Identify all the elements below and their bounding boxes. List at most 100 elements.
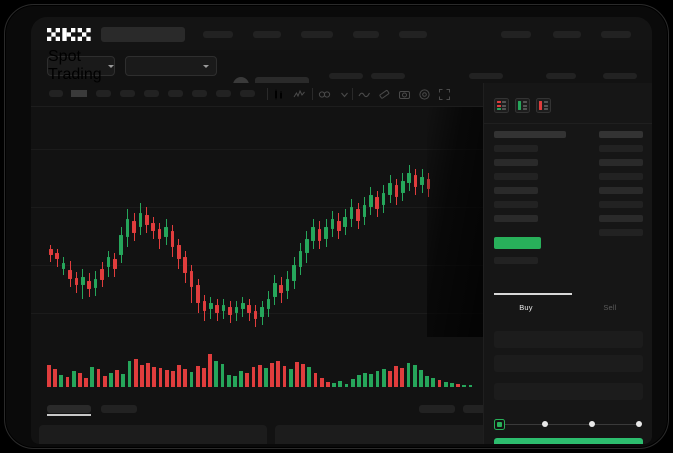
timeframe-5m[interactable] xyxy=(71,90,87,97)
pair-select-dropdown[interactable] xyxy=(125,56,217,76)
buy-sell-tabs: Buy Sell xyxy=(484,293,652,323)
volume-bar xyxy=(146,363,150,387)
stepper-node-2[interactable] xyxy=(589,421,595,427)
timeframe-1w[interactable] xyxy=(216,90,231,97)
volume-bar xyxy=(282,366,287,387)
timeframe-1M[interactable] xyxy=(240,90,255,97)
tab-buy[interactable]: Buy xyxy=(519,303,533,312)
orderbook-bid-row[interactable] xyxy=(599,159,643,166)
candle-body xyxy=(113,259,117,269)
orders-tab-bar xyxy=(31,395,497,423)
candle-body xyxy=(151,223,155,231)
nav-item-account[interactable] xyxy=(553,31,581,38)
timeframe-15m[interactable] xyxy=(96,90,111,97)
volume-bar xyxy=(257,365,262,387)
camera-snapshot-icon[interactable] xyxy=(398,88,411,101)
indicators-icon[interactable] xyxy=(293,88,306,101)
settings-gear-icon[interactable] xyxy=(418,88,431,101)
orderbook-rows[interactable] xyxy=(484,125,652,310)
candle-body xyxy=(420,177,424,185)
volume-bar xyxy=(71,371,76,387)
amount-stepper[interactable] xyxy=(494,418,643,430)
volume-bar xyxy=(239,371,243,387)
bottom-action-2[interactable] xyxy=(463,405,497,413)
orderbook-ask-row[interactable] xyxy=(494,201,538,208)
chart-gridline xyxy=(31,207,483,208)
timeframe-1h[interactable] xyxy=(144,90,159,97)
volume-bar xyxy=(245,373,250,387)
chart-gridline xyxy=(31,149,483,150)
bottom-card-assets xyxy=(39,425,267,444)
candle-body xyxy=(93,279,98,288)
order-total-field[interactable] xyxy=(494,383,643,400)
volume-bar xyxy=(251,367,256,387)
place-buy-order-button[interactable] xyxy=(494,438,643,444)
candle-body xyxy=(177,245,181,259)
tab-open-orders[interactable] xyxy=(47,405,91,413)
volume-bar xyxy=(164,370,169,387)
timeframe-1m[interactable] xyxy=(49,90,63,97)
orderbook-ask-row[interactable] xyxy=(494,187,538,194)
nav-item-assets[interactable] xyxy=(501,31,531,38)
stepper-node-0[interactable] xyxy=(494,419,505,430)
volume-histogram[interactable] xyxy=(31,337,483,395)
orderbook-mode-asks-icon[interactable] xyxy=(536,98,551,113)
tab-sell[interactable]: Sell xyxy=(603,303,617,312)
measure-ruler-icon[interactable] xyxy=(378,88,391,101)
orderbook-bid-row[interactable] xyxy=(599,145,643,152)
orderbook-ask-row[interactable] xyxy=(494,215,538,222)
fullscreen-expand-icon[interactable] xyxy=(438,88,451,101)
candle-body xyxy=(279,285,283,293)
spot-trading-dropdown[interactable]: Spot Trading xyxy=(47,48,115,83)
orderbook-ask-row[interactable] xyxy=(494,145,538,152)
timeframe-30m[interactable] xyxy=(120,90,135,97)
orderbook-mode-bids-icon[interactable] xyxy=(515,98,530,113)
drawing-tools-icon[interactable] xyxy=(318,88,331,101)
candle-body xyxy=(330,219,335,229)
timeframe-1d[interactable] xyxy=(192,90,207,97)
volume-bar xyxy=(127,361,132,387)
volume-bar xyxy=(183,369,188,387)
chevron-down-icon[interactable] xyxy=(338,88,351,101)
okx-logo[interactable] xyxy=(47,28,91,41)
nav-item-markets[interactable] xyxy=(253,31,281,38)
candlestick-chart-icon[interactable] xyxy=(273,88,286,101)
orderbook-bid-row[interactable] xyxy=(599,201,643,208)
order-amount-field[interactable] xyxy=(494,355,643,372)
orderbook-bid-row[interactable] xyxy=(599,187,643,194)
orderbook-ask-row[interactable] xyxy=(494,173,538,180)
orderbook-ask-row[interactable] xyxy=(494,131,566,138)
candle-body xyxy=(202,301,207,311)
candlestick-chart[interactable] xyxy=(31,107,483,337)
orderbook-bid-row[interactable] xyxy=(599,173,643,180)
timeframe-4h[interactable] xyxy=(168,90,183,97)
nav-item-wallet[interactable] xyxy=(353,31,379,38)
stat-24h-high-label xyxy=(371,73,405,79)
orderbook-bid-row[interactable] xyxy=(599,131,643,138)
tab-order-history[interactable] xyxy=(101,405,137,413)
orderbook-ask-row[interactable] xyxy=(494,159,538,166)
candle-body xyxy=(61,263,66,269)
orderbook-bid-row[interactable] xyxy=(599,215,643,222)
volume-bar xyxy=(96,369,101,387)
nav-item-settings[interactable] xyxy=(601,31,631,38)
bottom-action-1[interactable] xyxy=(419,405,455,413)
candle-body xyxy=(106,257,111,267)
line-chart-icon[interactable] xyxy=(358,88,371,101)
orderbook-mode-both-icon[interactable] xyxy=(494,98,509,113)
candle-body xyxy=(381,193,386,205)
nav-item-more[interactable] xyxy=(399,31,427,38)
stepper-node-3[interactable] xyxy=(636,421,642,427)
orderbook-bid-row[interactable] xyxy=(599,229,643,236)
stepper-node-1[interactable] xyxy=(542,421,548,427)
volume-bar xyxy=(443,382,448,387)
volume-bar xyxy=(406,363,411,387)
orderbook-last-price-row[interactable] xyxy=(494,237,541,249)
nav-item-trade[interactable] xyxy=(203,31,233,38)
order-price-field[interactable] xyxy=(494,331,643,348)
nav-item-earn[interactable] xyxy=(301,31,333,38)
search-input[interactable] xyxy=(101,27,185,42)
candle-body xyxy=(100,269,104,280)
volume-bar xyxy=(450,383,454,387)
candle-body xyxy=(221,305,226,311)
